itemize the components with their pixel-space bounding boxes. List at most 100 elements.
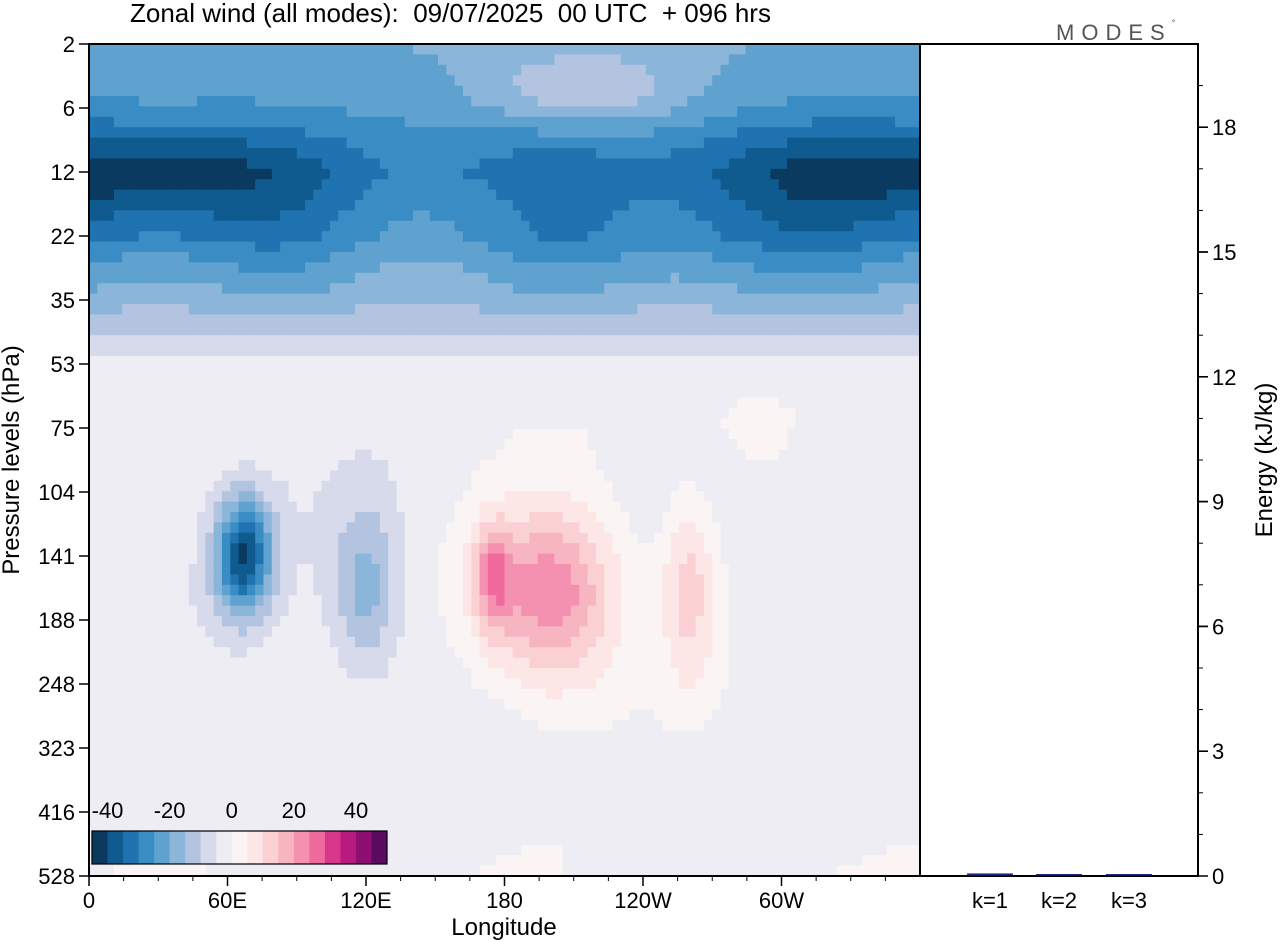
heat-cell	[280, 366, 290, 378]
heat-cell	[271, 252, 281, 263]
heat-cell	[637, 501, 647, 513]
heat-cell	[487, 314, 497, 326]
heat-cell	[113, 387, 123, 399]
heat-cell	[645, 356, 655, 367]
heat-cell	[828, 262, 838, 274]
heat-cell	[645, 283, 655, 295]
heat-cell	[263, 137, 273, 149]
heat-cell	[238, 491, 248, 503]
heat-cell	[512, 252, 522, 263]
heat-cell	[836, 64, 846, 76]
heat-cell	[895, 522, 904, 534]
heat-cell	[878, 439, 888, 451]
heat-cell	[762, 397, 772, 409]
heat-cell	[263, 85, 273, 97]
heat-cell	[836, 387, 846, 399]
heat-cell	[762, 220, 772, 232]
heat-cell	[188, 439, 198, 451]
heat-cell	[404, 106, 414, 118]
heat-cell	[687, 501, 697, 513]
heat-cell	[687, 210, 697, 222]
heat-cell	[587, 116, 597, 128]
heat-cell	[529, 532, 539, 544]
heat-cell	[861, 335, 871, 347]
heat-cell	[654, 366, 663, 378]
heat-cell	[745, 241, 755, 253]
heat-cell	[903, 324, 913, 336]
heat-cell	[554, 387, 564, 399]
heat-cell	[828, 231, 838, 243]
heat-cell	[113, 314, 123, 326]
heat-cell	[354, 314, 364, 326]
heat-cell	[205, 553, 215, 565]
heat-cell	[205, 408, 215, 419]
heat-cell	[138, 116, 148, 128]
heat-cell	[338, 460, 348, 471]
chart-title: Zonal wind (all modes): 09/07/2025 00 UT…	[130, 0, 771, 28]
heat-cell	[886, 106, 896, 118]
heat-cell	[155, 96, 165, 107]
heat-cell	[172, 501, 182, 513]
heat-cell	[97, 366, 107, 378]
heat-cell	[288, 304, 298, 315]
heat-cell	[296, 158, 306, 170]
heat-cell	[438, 106, 447, 118]
heat-cell	[620, 252, 630, 263]
heat-cell	[496, 241, 506, 253]
heat-cell	[363, 480, 373, 492]
heat-cell	[504, 75, 514, 87]
heat-cell	[288, 439, 298, 451]
heat-cell	[728, 106, 738, 118]
heat-cell	[238, 376, 248, 388]
heat-cell	[587, 252, 597, 263]
heat-cell	[521, 324, 531, 336]
heat-cell	[546, 106, 555, 118]
heat-cell	[172, 252, 182, 263]
heat-cell	[479, 470, 489, 482]
heat-cell	[645, 189, 655, 201]
heat-cell	[604, 345, 614, 357]
heat-cell	[529, 168, 539, 180]
heat-cell	[637, 449, 647, 461]
heat-cell	[878, 179, 888, 191]
heat-cell	[778, 158, 788, 170]
heat-cell	[438, 439, 447, 451]
heat-cell	[861, 252, 871, 263]
heat-cell	[654, 553, 663, 565]
heat-cell	[828, 137, 838, 149]
heat-cell	[629, 491, 639, 503]
heat-cell	[221, 283, 231, 295]
heat-cell	[379, 252, 389, 263]
heat-cell	[679, 491, 688, 503]
heat-cell	[604, 54, 614, 66]
heat-cell	[413, 491, 422, 503]
heat-cell	[845, 335, 855, 347]
heat-cell	[554, 137, 564, 149]
heat-cell	[529, 460, 539, 471]
heat-cell	[861, 231, 871, 243]
heat-cell	[172, 470, 182, 482]
heat-cell	[720, 200, 730, 211]
heat-cell	[205, 304, 215, 315]
heat-cell	[612, 241, 622, 253]
heat-cell	[720, 127, 730, 139]
heat-cell	[512, 64, 522, 76]
heat-cell	[712, 54, 722, 66]
heat-cell	[803, 345, 813, 357]
heat-cell	[703, 220, 713, 232]
heat-cell	[113, 75, 123, 87]
heat-cell	[811, 366, 821, 378]
heat-cell	[529, 366, 539, 378]
heat-cell	[329, 324, 339, 336]
heat-cell	[313, 127, 323, 139]
heat-cell	[462, 366, 472, 378]
heat-cell	[604, 179, 614, 191]
heat-cell	[570, 158, 580, 170]
heat-cell	[429, 408, 439, 419]
heat-cell	[828, 501, 838, 513]
heat-cell	[238, 220, 248, 232]
heat-cell	[679, 44, 688, 55]
heat-cell	[579, 512, 589, 523]
heat-cell	[163, 387, 173, 399]
heat-cell	[745, 106, 755, 118]
